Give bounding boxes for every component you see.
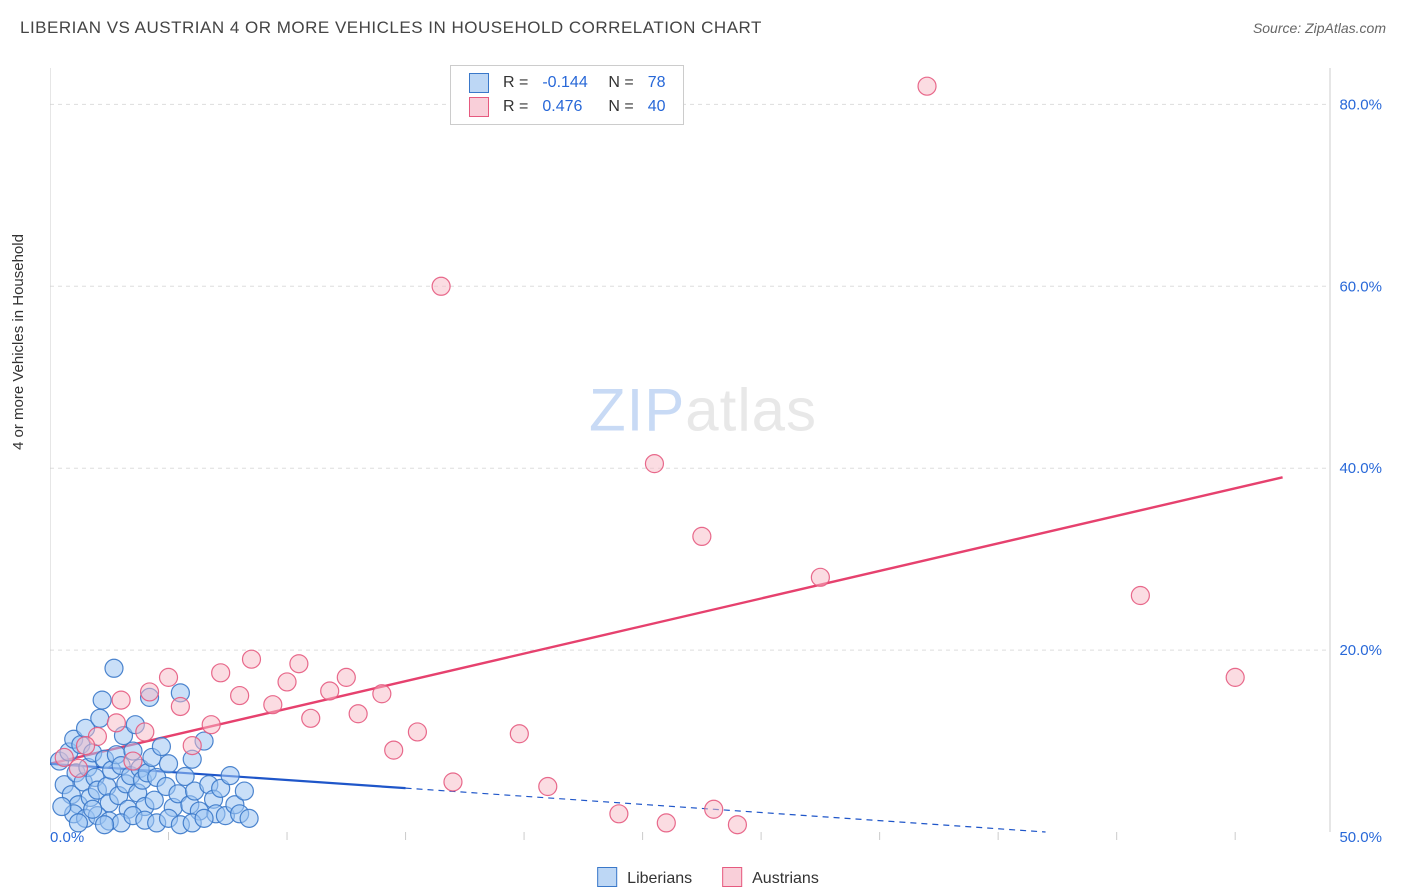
- svg-text:50.0%: 50.0%: [1339, 829, 1382, 842]
- correlation-legend: R =-0.144N =78R =0.476N =40: [450, 65, 684, 125]
- svg-text:20.0%: 20.0%: [1339, 642, 1382, 659]
- svg-text:40.0%: 40.0%: [1339, 460, 1382, 477]
- svg-text:80.0%: 80.0%: [1339, 96, 1382, 113]
- chart-area: 20.0% 40.0% 60.0% 80.0% 0.0% 50.0%: [50, 60, 1386, 842]
- legend-item: Austrians: [712, 870, 819, 887]
- svg-text:60.0%: 60.0%: [1339, 278, 1382, 295]
- svg-text:0.0%: 0.0%: [50, 829, 84, 842]
- chart-title: LIBERIAN VS AUSTRIAN 4 OR MORE VEHICLES …: [20, 18, 762, 38]
- source-attribution: Source: ZipAtlas.com: [1253, 20, 1386, 36]
- legend-item: Liberians: [587, 870, 692, 887]
- series-legend: Liberians Austrians: [577, 867, 829, 888]
- y-axis-label: 4 or more Vehicles in Household: [10, 234, 27, 450]
- scatter-chart: 20.0% 40.0% 60.0% 80.0% 0.0% 50.0%: [50, 60, 1386, 842]
